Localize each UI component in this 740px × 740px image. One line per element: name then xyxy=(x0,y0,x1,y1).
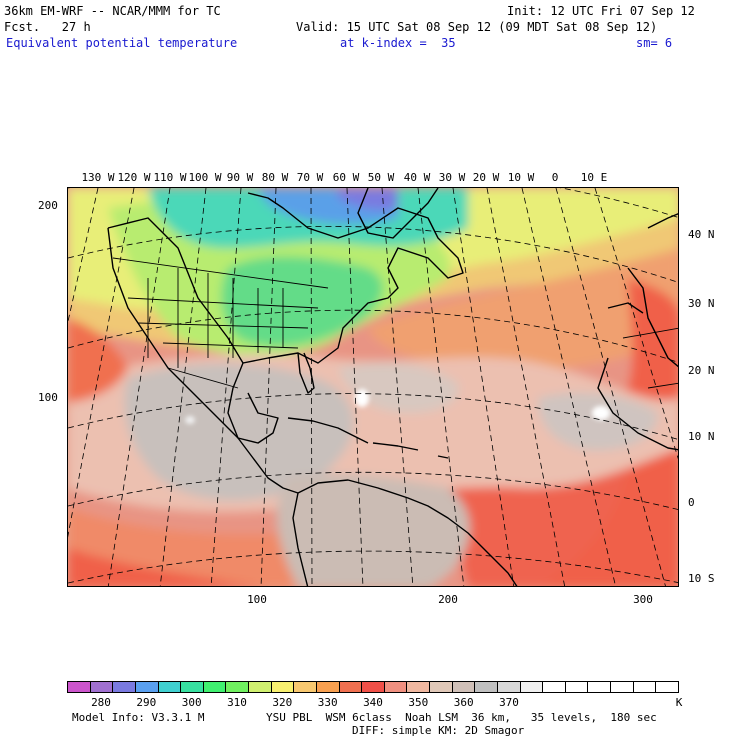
political-boundaries xyxy=(112,257,678,389)
lat-label: 20 N xyxy=(688,364,715,377)
lon-label: 40 W xyxy=(403,171,431,184)
colorbar xyxy=(67,681,679,693)
lon-label: 70 W xyxy=(296,171,324,184)
colorbar-swatch xyxy=(656,682,678,692)
colorbar-swatch xyxy=(271,682,295,692)
shaded-field xyxy=(68,188,678,586)
colorbar-swatch xyxy=(520,682,544,692)
colorbar-label: 320 xyxy=(272,696,293,709)
map-panel xyxy=(67,187,679,587)
graticule xyxy=(68,188,678,586)
lat-label: 40 N xyxy=(688,228,715,241)
colorbar-swatch xyxy=(90,682,114,692)
model-title: 36km EM-WRF -- NCAR/MMM for TC xyxy=(4,4,221,18)
colorbar-swatch xyxy=(430,682,453,692)
colorbar-swatch xyxy=(362,682,385,692)
colorbar-swatch xyxy=(475,682,498,692)
colorbar-swatch xyxy=(407,682,430,692)
colorbar-swatch xyxy=(135,682,159,692)
colorbar-label: 300 xyxy=(181,696,202,709)
colorbar-swatch xyxy=(158,682,182,692)
colorbar-label: 370 xyxy=(499,696,519,709)
colorbar-swatch xyxy=(294,682,317,692)
lon-label: 110 W xyxy=(153,171,187,184)
colorbar-label: 290 xyxy=(136,696,157,709)
valid-time: Valid: 15 UTC Sat 08 Sep 12 (09 MDT Sat … xyxy=(296,20,658,34)
lat-label: 10 N xyxy=(688,430,715,443)
colorbar-swatch xyxy=(203,682,227,692)
coastlines xyxy=(107,188,678,586)
lon-label: 130 W xyxy=(81,171,115,184)
x-grid-tick: 100 xyxy=(247,593,267,606)
colorbar-swatch xyxy=(226,682,249,692)
lon-label: 0 xyxy=(551,171,559,184)
lon-label: 80 W xyxy=(261,171,289,184)
colorbar-swatch xyxy=(316,682,340,692)
diffusion-info: DIFF: simple KM: 2D Smagor xyxy=(352,724,525,737)
colorbar-swatch xyxy=(543,682,566,692)
lon-label: 10 W xyxy=(507,171,535,184)
theta-e-map xyxy=(68,188,678,586)
colorbar-swatch xyxy=(249,682,272,692)
lon-label: 20 W xyxy=(472,171,500,184)
lon-label: 100 W xyxy=(188,171,222,184)
lon-label: 10 E xyxy=(580,171,608,184)
physics-info: YSU PBL WSM 6class Noah LSM 36 km, 35 le… xyxy=(266,711,657,724)
y-grid-tick: 100 xyxy=(38,391,58,404)
colorbar-swatch xyxy=(588,682,611,692)
colorbar-label: 340 xyxy=(363,696,383,709)
lat-label: 10 S xyxy=(688,572,715,585)
x-grid-tick: 300 xyxy=(633,593,653,606)
colorbar-swatch xyxy=(339,682,363,692)
smoothing-label: sm= 6 xyxy=(636,36,673,50)
colorbar-unit: K xyxy=(675,696,683,709)
model-info: Model Info: V3.3.1 M xyxy=(72,711,205,724)
lat-label: 30 N xyxy=(688,297,715,310)
colorbar-swatch xyxy=(384,682,408,692)
colorbar-swatch xyxy=(68,682,91,692)
colorbar-label: 310 xyxy=(227,696,247,709)
colorbar-label: 360 xyxy=(453,696,474,709)
lat-label: 0 xyxy=(688,496,695,509)
y-grid-tick: 200 xyxy=(38,199,58,212)
lon-label: 50 W xyxy=(367,171,395,184)
x-grid-tick: 200 xyxy=(438,593,458,606)
lon-label: 120 W xyxy=(117,171,151,184)
field-name: Equivalent potential temperature xyxy=(6,36,238,50)
lon-label: 90 W xyxy=(226,171,254,184)
colorbar-label: 350 xyxy=(408,696,429,709)
colorbar-swatch xyxy=(611,682,634,692)
colorbar-swatch xyxy=(113,682,136,692)
forecast-hour: Fcst. 27 h xyxy=(4,20,91,34)
colorbar-swatch xyxy=(452,682,476,692)
lon-label: 30 W xyxy=(438,171,466,184)
colorbar-label: 330 xyxy=(317,696,338,709)
level-index: at k-index = 35 xyxy=(340,36,456,50)
colorbar-swatch xyxy=(633,682,657,692)
lon-label: 60 W xyxy=(332,171,360,184)
colorbar-swatch xyxy=(497,682,521,692)
colorbar-swatch xyxy=(565,682,589,692)
colorbar-swatch xyxy=(181,682,204,692)
init-time: Init: 12 UTC Fri 07 Sep 12 xyxy=(507,4,695,18)
colorbar-label: 280 xyxy=(91,696,111,709)
